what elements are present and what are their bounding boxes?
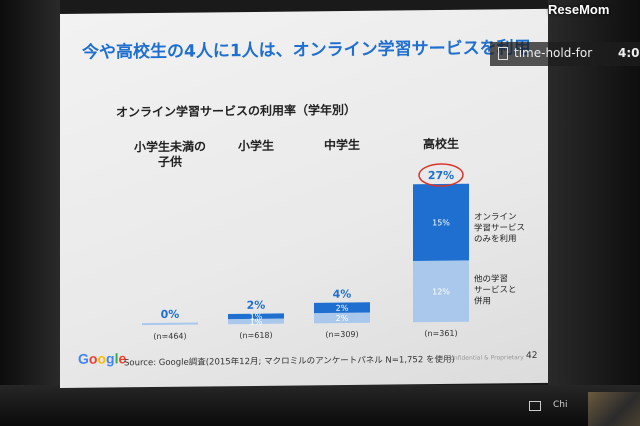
legend-label: オンライン [474, 212, 517, 222]
logo-letter: g [106, 350, 115, 367]
segment-label: 2% [336, 304, 349, 313]
overlay-label: time-hold-for [514, 46, 593, 60]
legend-label: 学習サービス [474, 222, 525, 234]
background-left [0, 0, 60, 426]
presentation-slide: 今や高校生の4人に1人は、オンライン学習サービスを利用 オンライン学習サービスの… [60, 8, 548, 388]
segment-label: 2% [336, 314, 349, 323]
category-label: 小学生 [238, 138, 274, 153]
total-label: 4% [333, 288, 352, 301]
bar-segment [413, 183, 469, 261]
legend-label: 併用 [474, 295, 491, 306]
confidential-note: Confidential & Proprietary [446, 354, 524, 362]
background-bottom [0, 385, 640, 426]
category-label: 高校生 [423, 136, 459, 151]
highlight-circle [418, 163, 464, 187]
background-right [548, 0, 640, 426]
overlay-clock: 4:0 [618, 46, 640, 60]
category-label: 小学生未満の [134, 138, 206, 154]
bar-segment [314, 302, 370, 314]
legend-label: 他の学習 [474, 273, 508, 284]
video-time-overlay: time-hold-for 4:0 [490, 42, 640, 66]
google-logo: Google [78, 350, 126, 367]
category-label: 子供 [158, 154, 182, 169]
legend-label: サービスと [474, 285, 517, 295]
bar-segment [228, 318, 284, 325]
segment-label: 1% [250, 317, 263, 326]
category-label: 中学生 [324, 137, 360, 152]
segment-label: 15% [432, 218, 450, 227]
bar-segment [413, 260, 469, 323]
total-label: 2% [247, 299, 266, 312]
bar-chart: 小学生未満の子供0%(n=464)小学生1%1%2%(n=618)中学生2%2%… [134, 136, 525, 341]
bar-segment [142, 322, 198, 326]
segment-label: 12% [432, 287, 450, 296]
sample-size-label: (n=309) [325, 330, 358, 339]
logo-letter: G [78, 350, 89, 367]
legend-label: のみを利用 [474, 233, 517, 244]
sample-size-label: (n=618) [239, 331, 272, 340]
bar-segment [314, 312, 370, 324]
logo-letter: o [88, 350, 98, 367]
resemom-watermark: ReseMom [548, 2, 610, 17]
picture-icon[interactable] [529, 401, 541, 411]
sample-size-label: (n=361) [424, 329, 457, 338]
bottom-chip-text: Chi [553, 400, 568, 410]
corner-photo [588, 392, 640, 426]
bar-segment [228, 313, 284, 320]
total-label: 27% [428, 169, 454, 182]
segment-label: 1% [250, 312, 263, 321]
document-icon [498, 47, 508, 60]
logo-letter: o [97, 350, 107, 367]
total-label: 0% [161, 308, 180, 321]
page-number: 42 [526, 350, 538, 362]
sample-size-label: (n=464) [153, 332, 186, 341]
